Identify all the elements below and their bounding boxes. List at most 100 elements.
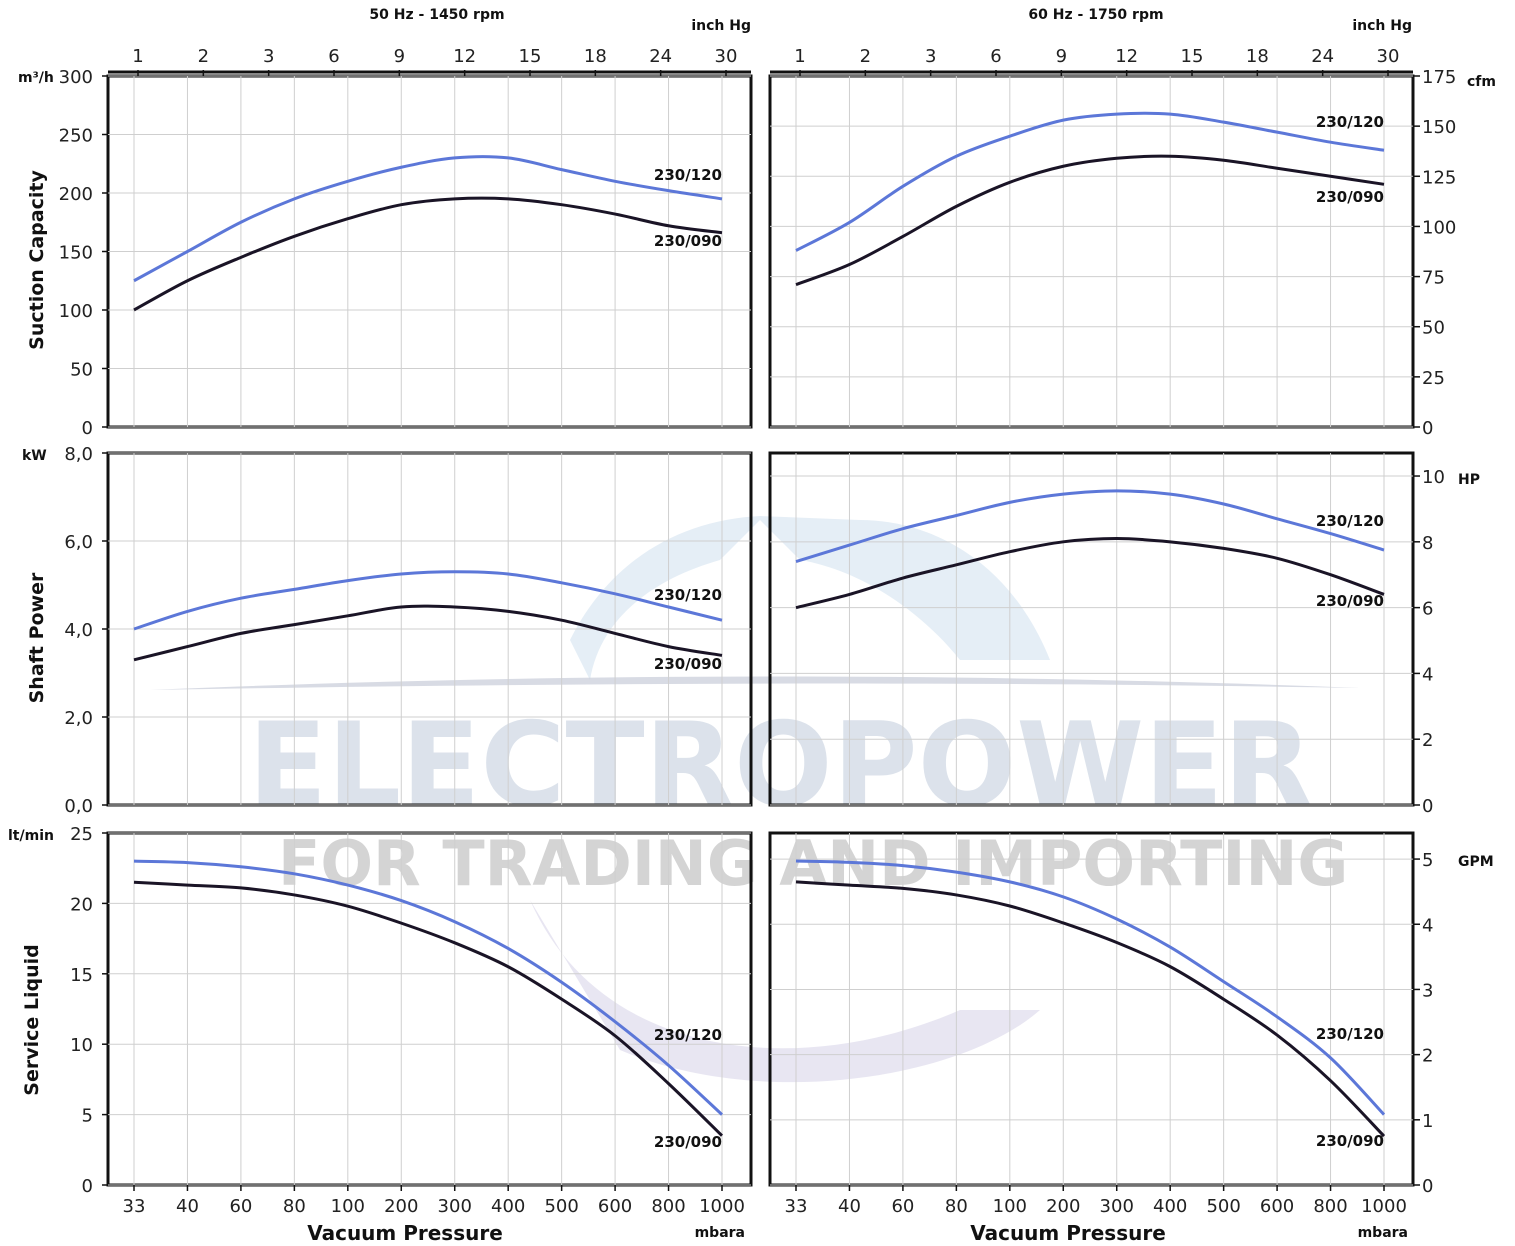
top-tick-label: 2 (198, 46, 209, 67)
right-title: 60 Hz - 1750 rpm (1028, 7, 1163, 23)
top-unit-right: inch Hg (1352, 18, 1412, 34)
y-tick-label: 15 (70, 965, 93, 986)
watermark-gear-shape (570, 516, 1050, 680)
y-tick-label: 200 (59, 184, 93, 205)
series-line-230-090 (133, 604, 723, 662)
x-tick-label: 500 (1206, 1196, 1240, 1217)
x-tick-label: 1000 (699, 1196, 745, 1217)
top-tick-label: 15 (519, 46, 542, 67)
series-line-230-120 (133, 859, 724, 1116)
x-tick-label: 800 (651, 1196, 685, 1217)
top-tick-label: 2 (860, 46, 871, 67)
x-tick-label: 200 (1046, 1196, 1080, 1217)
top-tick-label: 24 (649, 46, 672, 67)
unit-kw: kW (22, 448, 47, 464)
series-line-230-120 (795, 111, 1385, 252)
y-tick-label-right: 10 (1422, 467, 1445, 488)
series-label: 230/120 (1316, 1025, 1384, 1043)
top-tick-label: 18 (1246, 46, 1269, 67)
y-tick-label-right: 2 (1422, 1046, 1433, 1067)
y-tick-label: 100 (59, 301, 93, 322)
watermark-line1: ELECTROPOWER (248, 698, 1313, 833)
series-line-230-090 (795, 154, 1385, 286)
y-tick-label: 10 (70, 1035, 93, 1056)
top-tick-label: 1 (794, 46, 805, 67)
series-label: 230/090 (1316, 1132, 1384, 1150)
x-tick-label: 40 (176, 1196, 199, 1217)
series-label: 230/090 (1316, 188, 1384, 206)
xlabel-left: Vacuum Pressure (307, 1221, 503, 1245)
series-label: 230/090 (654, 1133, 722, 1151)
watermark: ELECTROPOWER FOR TRADING AND IMPORTING (150, 516, 1360, 1083)
y-tick-label-right: 4 (1422, 915, 1433, 936)
unit-m3h: m³/h (18, 70, 54, 86)
y-tick-label: 4,0 (64, 620, 93, 641)
series-label: 230/120 (1316, 113, 1384, 131)
series-label: 230/090 (1316, 592, 1384, 610)
left-title: 50 Hz - 1450 rpm (369, 7, 504, 23)
y-tick-label-right: 50 (1422, 318, 1445, 339)
top-tick-label: 30 (1377, 46, 1400, 67)
series-label: 230/090 (654, 655, 722, 673)
x-tick-label: 60 (229, 1196, 252, 1217)
y-tick-label-right: 175 (1422, 67, 1456, 88)
y-tick-label: 20 (70, 894, 93, 915)
x-tick-label: 500 (544, 1196, 578, 1217)
x-tick-label: 100 (331, 1196, 365, 1217)
series-line-230-090 (133, 880, 724, 1137)
series-line-230-120 (133, 155, 723, 283)
x-tick-label: 400 (1153, 1196, 1187, 1217)
top-tick-label: 18 (584, 46, 607, 67)
y-tick-label-right: 125 (1422, 167, 1456, 188)
y-tick-label: 8,0 (64, 444, 93, 465)
top-tick-label: 30 (715, 46, 738, 67)
x-tick-label: 80 (945, 1196, 968, 1217)
unit-hp: HP (1458, 472, 1480, 488)
y-tick-label-right: 0 (1422, 796, 1433, 817)
xunit-right: mbara (1358, 1225, 1408, 1241)
x-tick-label: 600 (1260, 1196, 1294, 1217)
watermark-arc (530, 900, 1040, 1083)
top-tick-label: 15 (1181, 46, 1204, 67)
y-tick-label: 0 (82, 418, 93, 439)
y-tick-label: 5 (82, 1106, 93, 1127)
y-tick-label: 250 (59, 126, 93, 147)
top-tick-label: 6 (328, 46, 339, 67)
y-tick-label: 6,0 (64, 532, 93, 553)
y-tick-label: 0 (82, 1176, 93, 1197)
y-tick-label-right: 25 (1422, 368, 1445, 389)
y-tick-label-right: 8 (1422, 533, 1433, 554)
watermark-line2: FOR TRADING AND IMPORTING (278, 827, 1348, 900)
series-line-230-120 (795, 489, 1385, 563)
series-line-230-090 (133, 196, 723, 312)
unit-cfm: cfm (1467, 74, 1496, 90)
chart-dynamic-layer: 050100150200250300230/120230/09002550751… (59, 46, 1457, 1217)
xunit-left: mbara (695, 1225, 745, 1241)
x-tick-label: 200 (384, 1196, 418, 1217)
y-tick-label-right: 0 (1422, 418, 1433, 439)
top-tick-label: 12 (453, 46, 476, 67)
y-tick-label-right: 100 (1422, 217, 1456, 238)
y-tick-label-right: 4 (1422, 664, 1433, 685)
y-tick-label-right: 150 (1422, 117, 1456, 138)
top-unit-left: inch Hg (691, 18, 751, 34)
series-label: 230/120 (654, 586, 722, 604)
y-tick-label-right: 2 (1422, 730, 1433, 751)
watermark-swoosh (150, 676, 1360, 690)
series-line-230-090 (795, 880, 1386, 1138)
y-tick-label: 300 (59, 67, 93, 88)
y-tick-label-right: 3 (1422, 980, 1433, 1001)
y-tick-label: 25 (70, 824, 93, 845)
top-tick-label: 9 (1056, 46, 1067, 67)
top-tick-label: 3 (263, 46, 274, 67)
x-tick-label: 60 (891, 1196, 914, 1217)
x-tick-label: 300 (1100, 1196, 1134, 1217)
series-line-230-090 (795, 537, 1385, 610)
x-tick-label: 40 (838, 1196, 861, 1217)
series-label: 230/090 (654, 232, 722, 250)
x-tick-label: 33 (123, 1196, 146, 1217)
y-tick-label-right: 75 (1422, 268, 1445, 289)
x-tick-label: 80 (283, 1196, 306, 1217)
ylabel-power: Shaft Power (26, 572, 48, 703)
